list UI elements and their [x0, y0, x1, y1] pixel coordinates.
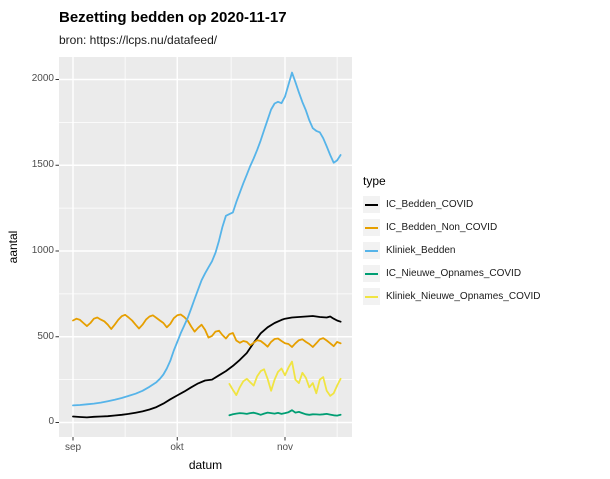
legend-item-label: Kliniek_Nieuwe_Opnames_COVID [386, 291, 541, 302]
legend-key-box [363, 219, 380, 236]
series-line-IC_Bedden_COVID [72, 315, 342, 419]
legend-line-icon [365, 203, 378, 206]
legend-key-box [363, 288, 380, 305]
y-tick-label-500: 500 [37, 331, 54, 342]
x-tick-label-sep: sep [64, 442, 82, 453]
x-tick-label-nov: nov [276, 442, 294, 453]
legend-key-box [363, 196, 380, 213]
legend-title: type [363, 174, 386, 188]
x-tick-label-okt: okt [170, 442, 184, 453]
axis-tick-marks [55, 79, 286, 441]
y-tick-label-1000: 1000 [31, 245, 54, 256]
y-tick-label-1500: 1500 [31, 159, 54, 170]
series-line-IC_Bedden_Non_COVID [72, 313, 342, 348]
legend-item: IC_Nieuwe_Opnames_COVID [363, 265, 541, 282]
series-line-Kliniek_Nieuwe_Opnames_COVID [228, 360, 342, 397]
y-axis-title: aantal [6, 230, 20, 264]
legend-item: Kliniek_Nieuwe_Opnames_COVID [363, 288, 541, 305]
legend-line-icon [365, 272, 378, 275]
series-line-Kliniek_Bedden [72, 71, 342, 407]
chart-subtitle: bron: https://lcps.nu/datafeed/ [59, 33, 218, 47]
y-tick-label-0: 0 [48, 416, 54, 427]
legend-line-icon [365, 295, 378, 298]
chart-title: Bezetting bedden op 2020-11-17 [59, 9, 287, 26]
gridlines-minor [59, 57, 352, 437]
legend-item: Kliniek_Bedden [363, 242, 541, 259]
legend-line-icon [365, 249, 378, 252]
legend-item-label: IC_Nieuwe_Opnames_COVID [386, 268, 522, 279]
y-tick-label-2000: 2000 [31, 73, 54, 84]
legend-item: IC_Bedden_Non_COVID [363, 219, 541, 236]
legend-key-box [363, 265, 380, 282]
x-axis-title: datum [188, 458, 223, 472]
legend-line-icon [365, 226, 378, 229]
legend-item: IC_Bedden_COVID [363, 196, 541, 213]
legend-item-label: Kliniek_Bedden [386, 245, 456, 256]
legend-item-label: IC_Bedden_Non_COVID [386, 222, 498, 233]
legend-item-label: IC_Bedden_COVID [386, 199, 474, 210]
legend-key-box [363, 242, 380, 259]
legend: type IC_Bedden_COVID IC_Bedden_Non_COVID… [363, 174, 541, 311]
series-lines [72, 71, 342, 419]
series-line-IC_Nieuwe_Opnames_COVID [228, 409, 342, 417]
